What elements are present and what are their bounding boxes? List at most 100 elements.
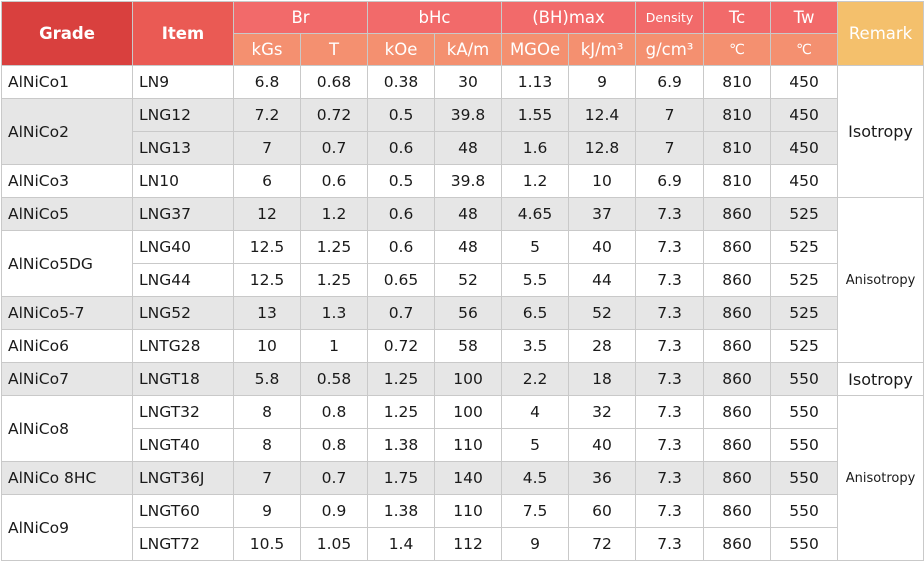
value-cell: 60 bbox=[568, 494, 637, 528]
value-cell: 450 bbox=[770, 164, 839, 198]
value-cell: 550 bbox=[770, 461, 839, 495]
value-cell: 0.7 bbox=[367, 296, 436, 330]
header-tw: Tw bbox=[770, 1, 839, 34]
value-cell: 0.38 bbox=[367, 65, 436, 99]
value-cell: 810 bbox=[703, 65, 772, 99]
remark-cell: Isotropy bbox=[837, 65, 924, 198]
magnet-properties-table: Grade Item Br bHc (BH)max Density Tc Tw … bbox=[1, 1, 924, 561]
table-row: AlNiCo9 LNGT60 9 0.9 1.38 110 7.5 60 7.3 860 550 bbox=[1, 494, 924, 561]
value-cell: 4.65 bbox=[501, 197, 570, 231]
value-cell: 550 bbox=[770, 428, 839, 462]
table-row: AlNiCo8 LNGT32 8 0.8 1.25 100 4 32 7.3 860 550 Anis… bbox=[1, 395, 924, 561]
value-cell: 2.2 bbox=[501, 362, 570, 396]
value-cell: 0.7 bbox=[299, 461, 369, 495]
table-row: AlNiCo1 LN9 6.8 0.68 0.38 30 1.13 9 6.9 810 450 Iso… bbox=[1, 65, 924, 198]
value-cell: 6.8 bbox=[233, 65, 301, 99]
value-cell: 7.3 bbox=[635, 362, 705, 396]
value-cell: 1.25 bbox=[367, 395, 436, 429]
value-cell: 1.13 bbox=[501, 65, 570, 99]
value-cell: 450 bbox=[770, 98, 839, 132]
header-grade: Grade bbox=[1, 1, 133, 66]
table-row: AlNiCo 8HC LNGT36J 7 0.7 1.75 140 4.5 36 7.3 860 5… bbox=[1, 461, 924, 495]
value-cell: 110 bbox=[434, 494, 503, 528]
value-cell: 0.6 bbox=[367, 230, 436, 264]
value-cell: 860 bbox=[703, 494, 772, 528]
value-cell: 7 bbox=[233, 131, 301, 165]
value-cell: 110 bbox=[434, 428, 503, 462]
table-body: AlNiCo1 LN9 6.8 0.68 0.38 30 1.13 9 6.9 810 450 Iso… bbox=[1, 65, 924, 561]
item-cell: LNG37 bbox=[132, 197, 234, 231]
table-row: AlNiCo6 LNTG28 10 1 0.72 58 3.5 28 7.3 860 525 bbox=[1, 329, 924, 363]
value-cell: 7.3 bbox=[635, 428, 705, 462]
unit-celsius-tw: ℃ bbox=[770, 33, 839, 66]
value-cell: 1.25 bbox=[367, 362, 436, 396]
item-cell: LNGT40 bbox=[132, 428, 234, 462]
value-cell: 7.3 bbox=[635, 296, 705, 330]
value-cell: 39.8 bbox=[434, 164, 503, 198]
grade-cell: AlNiCo5DG bbox=[1, 230, 133, 297]
remark-cell: Isotropy bbox=[837, 362, 924, 396]
header-bhmax: (BH)max bbox=[501, 1, 637, 34]
value-cell: 6.5 bbox=[501, 296, 570, 330]
value-cell: 52 bbox=[434, 263, 503, 297]
unit-t: T bbox=[299, 33, 369, 66]
value-cell: 7 bbox=[233, 461, 301, 495]
value-cell: 52 bbox=[568, 296, 637, 330]
grade-cell: AlNiCo8 bbox=[1, 395, 133, 462]
value-cell: 7.2 bbox=[233, 98, 301, 132]
value-cell: 860 bbox=[703, 428, 772, 462]
value-cell: 7.3 bbox=[635, 263, 705, 297]
value-cell: 0.72 bbox=[299, 98, 369, 132]
value-cell: 860 bbox=[703, 329, 772, 363]
value-cell: 7.3 bbox=[635, 527, 705, 561]
table-row: AlNiCo3 LN10 6 0.6 0.5 39.8 1.2 10 6.9 810 450 bbox=[1, 164, 924, 198]
value-cell: 5 bbox=[501, 230, 570, 264]
grade-cell: AlNiCo2 bbox=[1, 98, 133, 165]
value-cell: 100 bbox=[434, 395, 503, 429]
header-bhc: bHc bbox=[367, 1, 503, 34]
value-cell: 6.9 bbox=[635, 164, 705, 198]
value-cell: 0.8 bbox=[299, 395, 369, 429]
grade-cell: AlNiCo6 bbox=[1, 329, 133, 363]
value-cell: 0.65 bbox=[367, 263, 436, 297]
grade-cell: AlNiCo5 bbox=[1, 197, 133, 231]
value-cell: 39.8 bbox=[434, 98, 503, 132]
unit-kgs: kGs bbox=[233, 33, 301, 66]
item-cell: LN10 bbox=[132, 164, 234, 198]
table-row: AlNiCo5-7 LNG52 13 1.3 0.7 56 6.5 52 7.3 860 525 bbox=[1, 296, 924, 330]
value-cell: 860 bbox=[703, 230, 772, 264]
header-item: Item bbox=[132, 1, 234, 66]
table-row: AlNiCo5DG LNG40 12.5 1.25 0.6 48 5 40 7.3 860 525 bbox=[1, 230, 924, 297]
value-cell: 18 bbox=[568, 362, 637, 396]
value-cell: 1.75 bbox=[367, 461, 436, 495]
value-cell: 1.4 bbox=[367, 527, 436, 561]
header-remark: Remark bbox=[837, 1, 924, 66]
unit-g-cm3: g/cm³ bbox=[635, 33, 705, 66]
table-row: LNG13 7 0.7 0.6 48 1.6 12.8 7 810 450 bbox=[2, 131, 924, 165]
value-cell: 48 bbox=[434, 131, 503, 165]
table-row: LNGT72 10.5 1.05 1.4 112 9 72 7.3 860 550 bbox=[2, 527, 924, 561]
value-cell: 860 bbox=[703, 395, 772, 429]
value-cell: 6.9 bbox=[635, 65, 705, 99]
value-cell: 1.38 bbox=[367, 494, 436, 528]
value-cell: 12.8 bbox=[568, 131, 637, 165]
remark-cell: Anisotropy bbox=[837, 197, 924, 363]
value-cell: 8 bbox=[233, 428, 301, 462]
item-cell: LNG52 bbox=[132, 296, 234, 330]
value-cell: 1.2 bbox=[501, 164, 570, 198]
value-cell: 0.72 bbox=[367, 329, 436, 363]
grade-cell: AlNiCo5-7 bbox=[1, 296, 133, 330]
value-cell: 0.68 bbox=[299, 65, 369, 99]
value-cell: 7.3 bbox=[635, 197, 705, 231]
value-cell: 3.5 bbox=[501, 329, 570, 363]
value-cell: 0.8 bbox=[299, 428, 369, 462]
value-cell: 1 bbox=[299, 329, 369, 363]
table-row: AlNiCo2 LNG12 7.2 0.72 0.5 39.8 1.55 12.4 7 810 45… bbox=[1, 98, 924, 165]
value-cell: 7 bbox=[635, 131, 705, 165]
item-cell: LN9 bbox=[132, 65, 234, 99]
value-cell: 40 bbox=[568, 230, 637, 264]
value-cell: 140 bbox=[434, 461, 503, 495]
item-cell: LNG13 bbox=[132, 131, 234, 165]
table-row: AlNiCo5 LNG37 12 1.2 0.6 48 4.65 37 7.3 860 525 Ani… bbox=[1, 197, 924, 363]
unit-kj-m3: kJ/m³ bbox=[568, 33, 637, 66]
